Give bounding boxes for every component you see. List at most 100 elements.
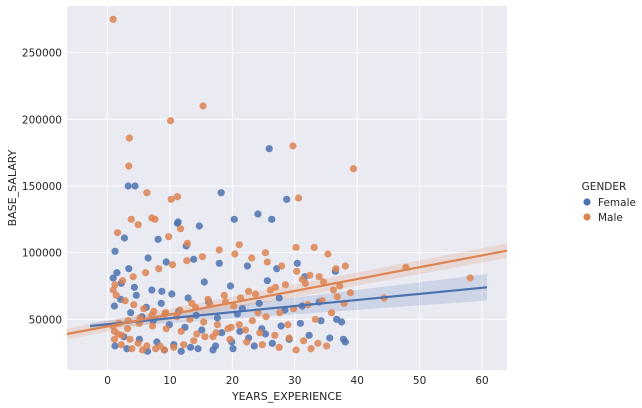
data-point-male [310, 243, 318, 251]
data-point-male [201, 333, 209, 341]
data-point-male [215, 246, 223, 254]
data-point-female [283, 195, 291, 203]
data-point-male [143, 189, 151, 197]
data-point-female [265, 145, 273, 153]
x-tick-label: 50 [413, 375, 426, 387]
regression-line-female [89, 286, 488, 328]
data-point-female [261, 330, 270, 338]
tick-labels: 0 10 20 30 40 50 60 50000 100000 150000 200000 2500… [22, 48, 489, 387]
data-point-male [271, 331, 279, 339]
data-point-male [200, 318, 208, 326]
data-point-male [128, 345, 136, 353]
data-point-male [199, 102, 207, 110]
data-point-male [276, 309, 284, 317]
data-point-male [227, 323, 235, 331]
data-point-male [349, 165, 358, 173]
data-point-male [176, 225, 185, 233]
data-point-male [293, 267, 301, 275]
data-point-male [220, 291, 228, 299]
data-point-male [324, 250, 332, 258]
x-axis-title: YEARS_EXPERIENCE [231, 390, 342, 403]
data-point-male [155, 265, 163, 273]
data-point-male [261, 249, 270, 257]
y-axis-title: BASE_SALARY [6, 149, 19, 226]
data-point-male [226, 335, 234, 343]
data-point-male [130, 301, 138, 309]
data-point-male [299, 337, 308, 345]
data-point-male [156, 342, 164, 350]
data-point-male [341, 262, 349, 270]
data-point-male [151, 215, 159, 223]
data-point-female [154, 235, 162, 243]
data-point-male [188, 299, 196, 307]
data-point-male [167, 117, 175, 125]
data-point-female [275, 294, 283, 302]
data-point-female [277, 322, 285, 330]
data-point-female [148, 286, 156, 294]
data-point-male [193, 330, 201, 338]
regression-line-male [66, 249, 508, 336]
data-point-male [117, 341, 125, 349]
data-point-male [285, 334, 293, 342]
y-tick-label: 250000 [22, 48, 62, 60]
data-point-female [113, 269, 121, 277]
data-point-male [284, 321, 292, 329]
data-point-female [293, 259, 301, 267]
data-point-male [127, 215, 135, 223]
data-point-female [111, 247, 119, 255]
data-point-male [241, 326, 250, 334]
legend-label-female: Female [598, 197, 636, 209]
data-point-female [200, 278, 208, 286]
data-point-male [177, 327, 185, 335]
legend-marker-male [583, 213, 591, 221]
data-point-female [124, 182, 132, 190]
data-point-male [319, 278, 328, 286]
data-point-female [111, 342, 119, 350]
data-point-male [258, 341, 266, 349]
x-tick-label: 30 [288, 375, 301, 387]
data-point-female [229, 345, 237, 353]
data-point-male [170, 343, 178, 351]
data-point-female [132, 291, 140, 299]
data-point-female [194, 345, 202, 353]
data-point-male [328, 309, 336, 317]
data-point-female [157, 299, 165, 307]
data-point-female [236, 327, 244, 335]
data-point-male [165, 233, 173, 241]
data-point-female [339, 335, 348, 343]
data-point-male [112, 291, 120, 299]
data-point-female [268, 339, 276, 347]
data-point-female [268, 215, 276, 223]
data-point-female [255, 299, 263, 307]
data-point-male [251, 290, 260, 298]
data-point-male [109, 15, 117, 23]
data-point-male [262, 313, 270, 321]
y-tick-label: 100000 [22, 248, 62, 260]
data-point-male [278, 262, 286, 270]
data-point-male [263, 258, 271, 266]
data-point-female [177, 347, 185, 355]
data-point-male [190, 337, 198, 345]
data-point-male [142, 269, 150, 277]
data-point-male [183, 257, 191, 265]
data-point-female [254, 210, 262, 218]
data-point-male [162, 325, 170, 333]
data-point-female [198, 326, 206, 334]
data-point-male [466, 274, 474, 282]
x-tick-label: 60 [475, 375, 488, 387]
data-point-male [148, 322, 157, 330]
data-point-male [307, 345, 315, 353]
data-point-male [134, 221, 142, 229]
data-point-female [263, 277, 271, 285]
data-point-female [243, 262, 251, 270]
data-point-female [326, 334, 334, 342]
data-point-female [213, 314, 222, 322]
data-point-male [281, 281, 290, 289]
data-point-male [315, 273, 323, 281]
data-point-male [336, 282, 344, 290]
data-point-female [131, 182, 139, 190]
data-point-male [243, 338, 251, 346]
data-point-male [109, 286, 117, 294]
data-point-female [168, 290, 176, 298]
